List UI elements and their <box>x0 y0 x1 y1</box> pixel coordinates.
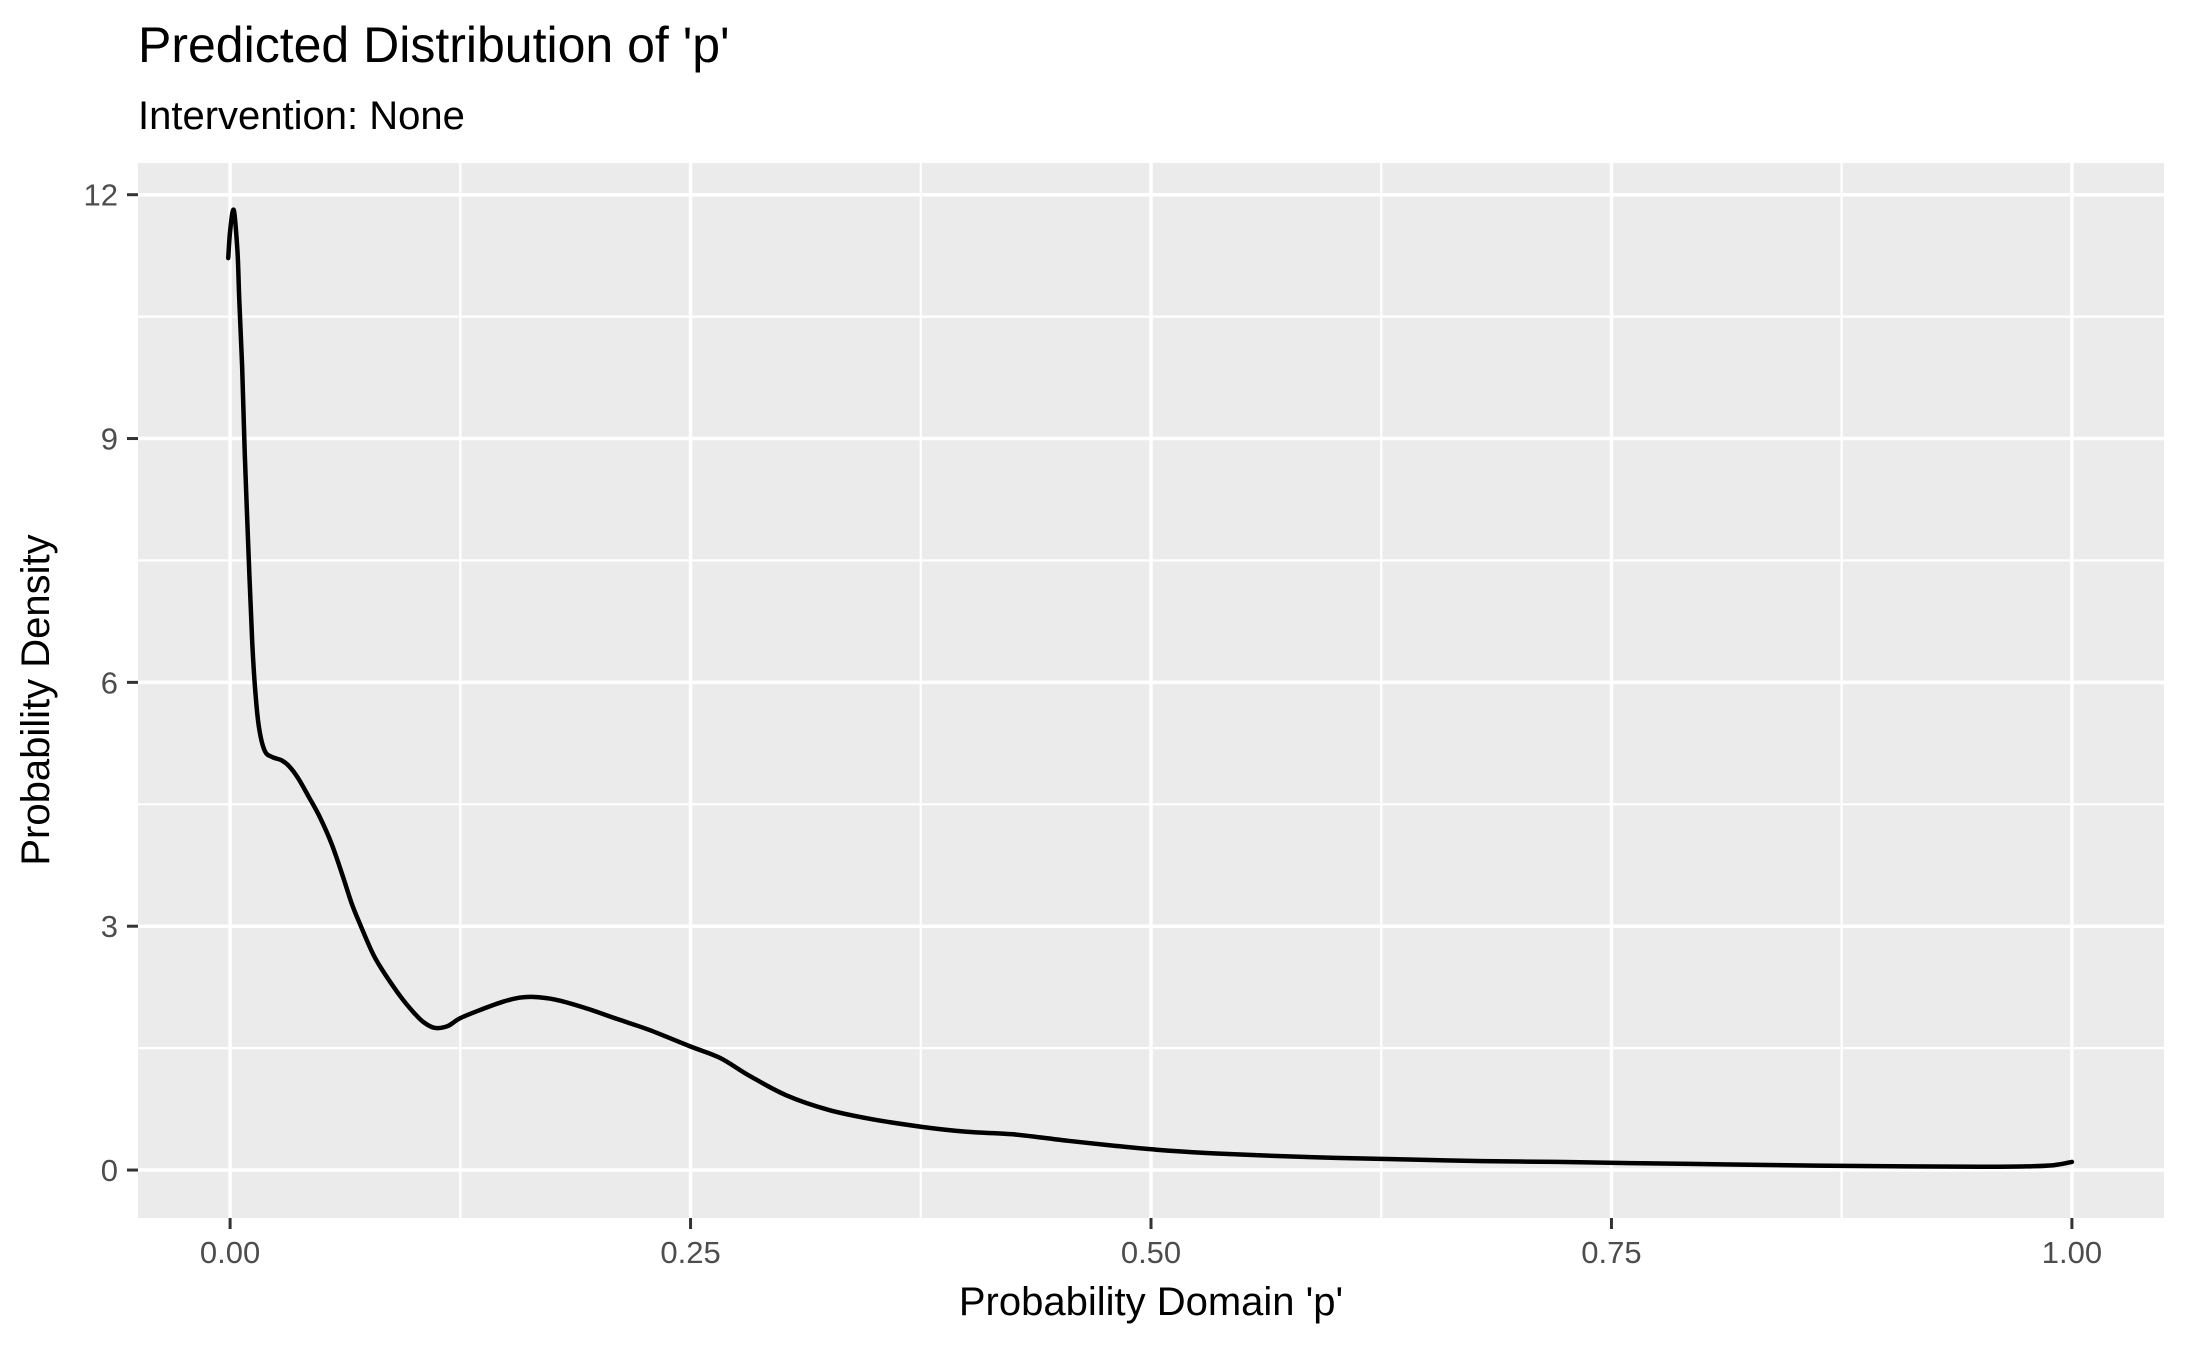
x-axis-title: Probability Domain 'p' <box>959 1280 1343 1324</box>
major-gridlines <box>138 163 2164 1218</box>
x-tick-label: 0.00 <box>200 1235 260 1270</box>
y-tick-label: 12 <box>84 178 118 213</box>
y-tick-label: 3 <box>101 909 118 944</box>
x-tick-label: 0.25 <box>660 1235 720 1270</box>
x-tick-label: 0.50 <box>1121 1235 1181 1270</box>
chart-subtitle: Intervention: None <box>138 94 465 138</box>
y-tick-label: 9 <box>101 422 118 457</box>
density-curve <box>225 207 2075 1170</box>
x-tick-label: 1.00 <box>2042 1235 2102 1270</box>
x-tick-labels: 0.00 0.25 0.50 0.75 1.00 <box>200 1235 2102 1270</box>
y-tick-label: 6 <box>101 665 118 700</box>
x-tick-label: 0.75 <box>1581 1235 1641 1270</box>
chart-title: Predicted Distribution of 'p' <box>138 17 730 73</box>
y-tick-label: 0 <box>101 1153 118 1188</box>
y-tick-labels: 0 3 6 9 12 <box>84 178 118 1188</box>
y-axis-title: Probability Density <box>14 534 58 865</box>
axis-tick-marks <box>127 193 2074 1229</box>
